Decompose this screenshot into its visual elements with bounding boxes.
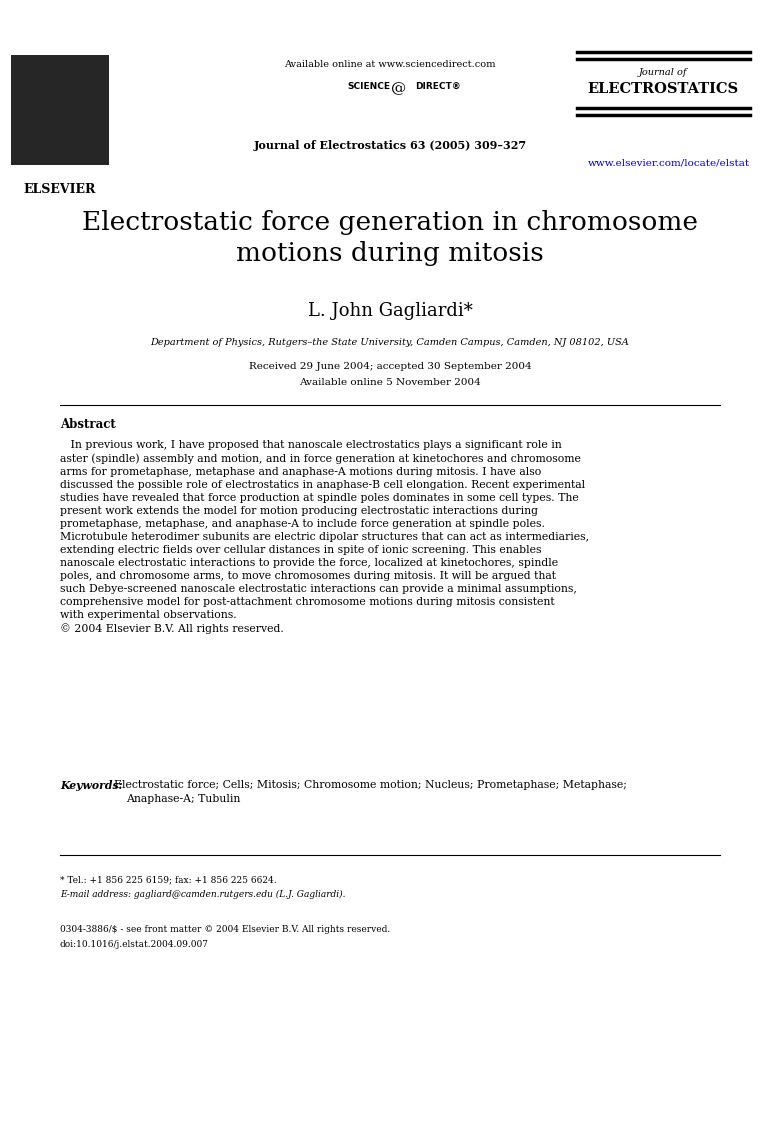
Text: Keywords:: Keywords: bbox=[60, 780, 126, 791]
Text: Available online 5 November 2004: Available online 5 November 2004 bbox=[299, 378, 481, 387]
Text: * Tel.: +1 856 225 6159; fax: +1 856 225 6624.: * Tel.: +1 856 225 6159; fax: +1 856 225… bbox=[60, 875, 277, 884]
Text: Received 29 June 2004; accepted 30 September 2004: Received 29 June 2004; accepted 30 Septe… bbox=[249, 363, 531, 370]
Text: ELSEVIER: ELSEVIER bbox=[23, 184, 96, 196]
Text: Anaphase-A; Tubulin: Anaphase-A; Tubulin bbox=[126, 794, 240, 804]
Text: 0304-3886/$ - see front matter © 2004 Elsevier B.V. All rights reserved.: 0304-3886/$ - see front matter © 2004 El… bbox=[60, 925, 390, 934]
Text: DIRECT®: DIRECT® bbox=[415, 82, 460, 91]
Text: L. John Gagliardi*: L. John Gagliardi* bbox=[307, 303, 473, 320]
Text: ELECTROSTATICS: ELECTROSTATICS bbox=[587, 82, 739, 96]
Text: Journal of Electrostatics 63 (2005) 309–327: Journal of Electrostatics 63 (2005) 309–… bbox=[254, 140, 526, 151]
Text: @: @ bbox=[392, 80, 406, 95]
Text: SCIENCE: SCIENCE bbox=[347, 82, 390, 91]
Text: Electrostatic force generation in chromosome
motions during mitosis: Electrostatic force generation in chromo… bbox=[82, 210, 698, 266]
Text: Available online at www.sciencedirect.com: Available online at www.sciencedirect.co… bbox=[284, 60, 496, 69]
Text: Abstract: Abstract bbox=[60, 418, 115, 431]
Text: www.elsevier.com/locate/elstat: www.elsevier.com/locate/elstat bbox=[587, 157, 750, 167]
Bar bbox=[11, 56, 109, 165]
Text: Department of Physics, Rutgers–the State University, Camden Campus, Camden, NJ 0: Department of Physics, Rutgers–the State… bbox=[151, 338, 629, 347]
Text: Electrostatic force; Cells; Mitosis; Chromosome motion; Nucleus; Prometaphase; M: Electrostatic force; Cells; Mitosis; Chr… bbox=[114, 780, 627, 790]
Text: E-mail address: gagliard@camden.rutgers.edu (L.J. Gagliardi).: E-mail address: gagliard@camden.rutgers.… bbox=[60, 891, 346, 900]
Text: Journal of: Journal of bbox=[639, 68, 687, 77]
Text: doi:10.1016/j.elstat.2004.09.007: doi:10.1016/j.elstat.2004.09.007 bbox=[60, 940, 209, 949]
Text: In previous work, I have proposed that nanoscale electrostatics plays a signific: In previous work, I have proposed that n… bbox=[60, 440, 589, 634]
